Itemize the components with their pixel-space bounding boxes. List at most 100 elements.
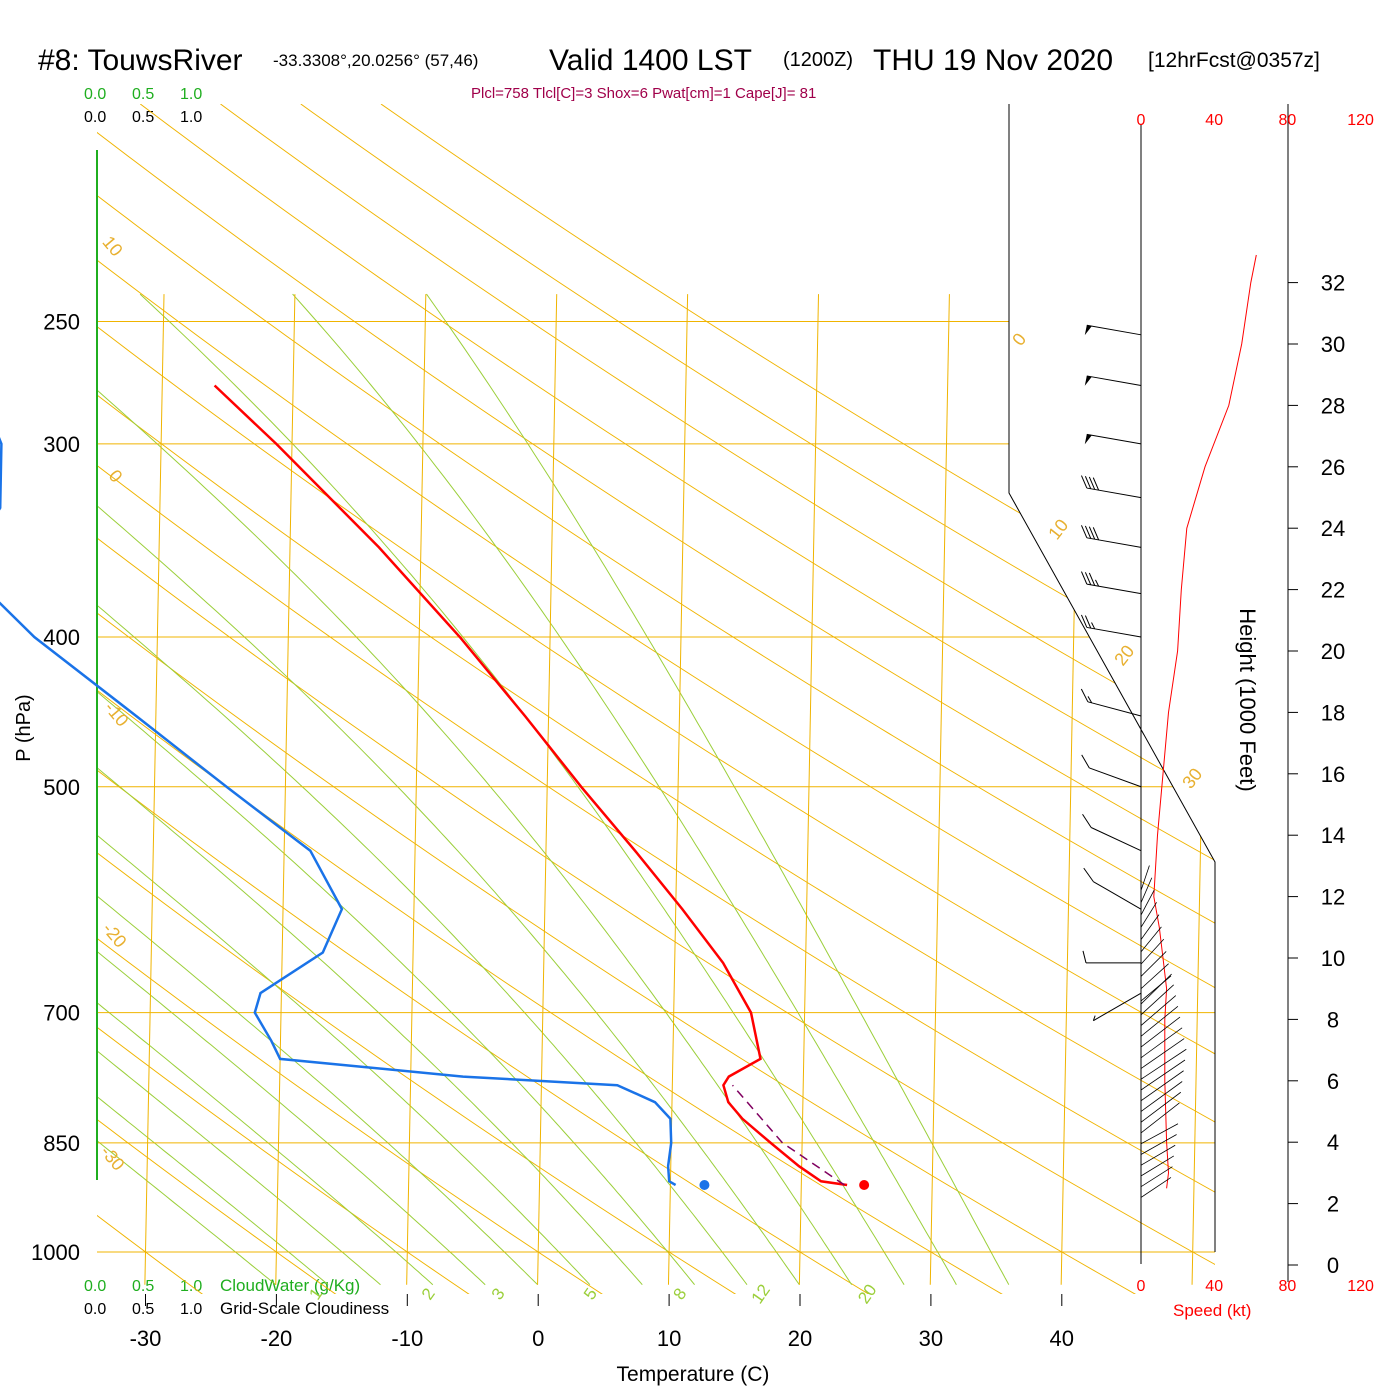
speed-tick-label: 80 — [1279, 112, 1297, 129]
bottom-cloudwater-tick-1: 0.5 — [132, 1278, 154, 1295]
wind-barb-half — [1087, 696, 1093, 704]
mixing-ratio-label: 3 — [488, 1285, 509, 1304]
top-cloudiness-tick-1: 0.5 — [132, 109, 154, 126]
wind-barb-full — [1081, 754, 1090, 769]
pressure-tick-label: 400 — [43, 625, 80, 650]
low-level-wind-barb — [1140, 865, 1150, 891]
wind-barb-shaft — [1086, 537, 1142, 548]
speed-axis-label: Speed (kt) — [1173, 1301, 1251, 1320]
dry-adiabat-0 — [97, 104, 606, 1294]
wind-barb — [1080, 525, 1142, 548]
wind-barb — [1084, 433, 1142, 445]
wind-barb-shaft — [1087, 701, 1142, 717]
wind-barb — [1084, 375, 1142, 386]
moist-adiabat-28 — [139, 293, 905, 1285]
pressure-tick-label: 1000 — [31, 1240, 80, 1265]
low-level-wind-barb — [1140, 1005, 1179, 1037]
height-tick-label: 4 — [1327, 1130, 1339, 1155]
top-cloudwater-tick-1: 0.5 — [132, 86, 154, 103]
low-level-wind-barb — [1140, 1070, 1184, 1102]
pressure-axis-label: P (hPa) — [13, 694, 35, 761]
wind-barb-full — [1092, 527, 1100, 541]
bottom-cloudiness-tick-1: 0.5 — [132, 1301, 154, 1318]
wind-barb-full — [1084, 476, 1092, 489]
top-cloudiness-tick-0: 0.0 — [84, 109, 106, 126]
low-level-wind-barb — [1140, 1038, 1185, 1069]
wind-barb-full — [1082, 813, 1092, 828]
bottom-cloudiness-tick-0: 0.0 — [84, 1301, 106, 1318]
isotherms — [144, 294, 1212, 1285]
low-level-wind-barb — [1140, 1027, 1183, 1059]
wind-barb-full — [1084, 572, 1092, 586]
station-title: #8: TouwsRiver — [38, 44, 243, 77]
low-level-wind-barb — [1140, 1134, 1177, 1155]
moist-adiabat-32 — [292, 293, 957, 1285]
wind-barb — [1080, 688, 1142, 717]
speed-tick-label: 0 — [1137, 112, 1146, 129]
dry-adiabat-40 — [97, 104, 1139, 1294]
temperature-tick-label: 0 — [532, 1326, 544, 1351]
dry-adiabat--10 — [97, 104, 472, 1294]
top-cloudiness-tick-2: 1.0 — [180, 109, 202, 126]
wind-barb-shaft — [1093, 992, 1142, 1022]
dry-adiabat-120 — [139, 104, 1215, 1294]
wind-barb-shaft — [1086, 324, 1142, 336]
wind-barb-full — [1080, 525, 1088, 539]
wind-barb — [1080, 475, 1142, 499]
utc-time: (1200Z) — [783, 49, 853, 71]
wind-barb-full — [1088, 476, 1096, 490]
valid-time: Valid 1400 LST — [549, 44, 752, 77]
dry-adiabat-10 — [97, 104, 739, 1294]
isotherm-label: 30 — [1178, 764, 1206, 792]
height-tick-label: 32 — [1321, 271, 1345, 296]
wind-barb-full — [1088, 526, 1096, 540]
dry-adiabat-20 — [97, 104, 873, 1294]
moist-adiabat-36 — [426, 293, 1010, 1285]
temperature-profile-line — [213, 384, 848, 1187]
height-tick-label: 18 — [1321, 700, 1345, 725]
low-level-wind-barb — [1140, 889, 1155, 916]
cloudwater-label: CloudWater (g/Kg) — [220, 1276, 360, 1295]
speed-tick-label: 120 — [1347, 112, 1374, 129]
height-tick-label: 30 — [1321, 332, 1345, 357]
wind-barb-full — [1080, 475, 1088, 489]
moist-adiabat--4 — [97, 293, 486, 1286]
low-level-wind-barb — [1140, 1155, 1175, 1177]
low-level-wind-barb — [1140, 1081, 1183, 1112]
wind-barb-full — [1080, 614, 1088, 628]
pressure-tick-label: 500 — [43, 775, 80, 800]
low-level-wind-barb — [1140, 975, 1172, 1002]
moist-adiabats — [97, 293, 1010, 1286]
dry-adiabat-30 — [97, 104, 1006, 1294]
isotherm-label: -20 — [99, 919, 131, 952]
temperature-axis-label: Temperature (C) — [617, 1363, 770, 1386]
moist-adiabat-8 — [97, 293, 643, 1286]
dry-adiabats — [97, 104, 1215, 1294]
dry-adiabat-140 — [300, 104, 1215, 1294]
isotherm-label: 10 — [98, 232, 126, 260]
speed-tick-label: 120 — [1347, 1278, 1374, 1295]
isotherm-40 — [1060, 294, 1081, 1285]
wind-barb-half — [1095, 579, 1100, 587]
dry-adiabat-70 — [97, 104, 1215, 1294]
moist-adiabat--8 — [97, 293, 434, 1286]
wind-barb — [1080, 614, 1142, 638]
low-level-wind-barb — [1140, 995, 1177, 1026]
wind-barb — [1080, 571, 1142, 595]
low-level-wind-barb — [1140, 902, 1157, 928]
temperature-tick-label: 30 — [919, 1326, 943, 1351]
temperature-tick-label: -10 — [391, 1326, 423, 1351]
wind-barb-full — [1082, 950, 1087, 963]
isotherm-label: 0 — [105, 466, 127, 487]
top-legend: 0.0 0.5 1.0 0.0 0.5 1.0 — [84, 86, 202, 126]
wind-barb-full — [1088, 572, 1096, 586]
speed-tick-label: 80 — [1279, 1278, 1297, 1295]
temperature-tick-label: 10 — [657, 1326, 681, 1351]
moist-adiabat-16 — [97, 293, 748, 1285]
surface-temperature-marker — [859, 1180, 870, 1191]
plot-right-boundary — [1008, 104, 1216, 1252]
low-level-wind-barb — [1140, 1177, 1172, 1198]
wind-barb — [1081, 754, 1142, 788]
